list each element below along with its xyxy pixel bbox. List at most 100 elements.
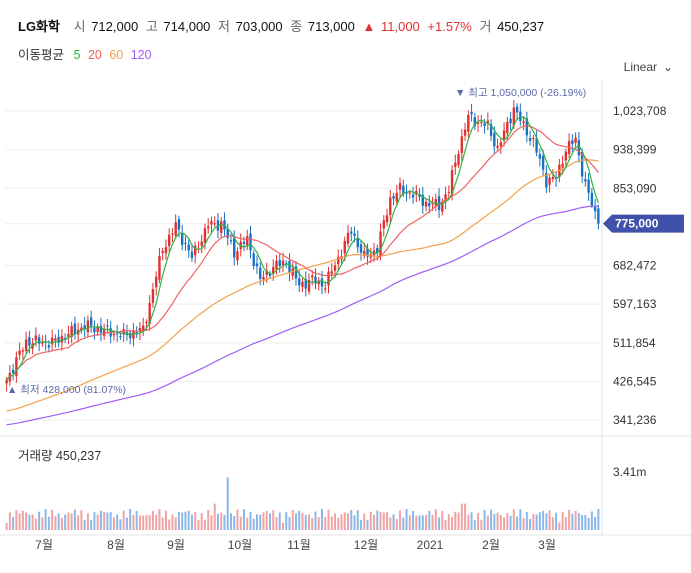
candle xyxy=(281,260,285,265)
time-tick-label: 9월 xyxy=(167,538,185,552)
volume-bar xyxy=(480,519,483,530)
volume-bar xyxy=(418,515,421,530)
volume-bar xyxy=(522,517,525,530)
candle xyxy=(415,190,418,195)
candle xyxy=(220,221,223,233)
price-tick-label: 1,023,708 xyxy=(613,104,667,118)
volume-bar xyxy=(220,512,223,530)
volume-bar xyxy=(532,513,535,530)
scale-dropdown[interactable]: Linear xyxy=(623,60,657,74)
candle xyxy=(89,317,93,326)
candle xyxy=(298,278,301,286)
candle xyxy=(476,122,480,124)
time-tick-label: 10월 xyxy=(228,538,252,552)
candle xyxy=(405,192,408,194)
candle xyxy=(343,240,346,254)
open-label: 시 xyxy=(73,19,86,34)
candle xyxy=(382,220,385,229)
candle xyxy=(515,106,519,113)
candle xyxy=(359,244,363,253)
candle xyxy=(70,325,73,338)
stock-header: LG화학 시 712,000 고 714,000 저 703,000 종 713… xyxy=(18,16,544,35)
candle xyxy=(327,271,330,286)
candle xyxy=(561,163,564,168)
volume-bar xyxy=(337,517,340,530)
candle xyxy=(437,196,441,211)
volume-bar xyxy=(116,514,119,530)
candle xyxy=(294,266,298,279)
volume-bar xyxy=(145,515,148,530)
volume-bar xyxy=(242,509,245,530)
volume-bar xyxy=(210,515,213,530)
volume-bar xyxy=(363,513,366,530)
volume-bar xyxy=(174,517,177,530)
volume-bar xyxy=(415,515,418,530)
volume-bar xyxy=(389,517,392,530)
candle xyxy=(366,248,369,257)
stock-name: LG화학 xyxy=(18,19,60,34)
candle xyxy=(288,261,291,273)
volume-bar xyxy=(70,513,73,530)
candle xyxy=(473,117,477,127)
volume-panel-title: 거래량 450,237 xyxy=(18,449,101,463)
volume-bar xyxy=(529,519,532,530)
volume-bar xyxy=(473,520,476,530)
volume-bar xyxy=(405,509,408,530)
volume-bar xyxy=(132,515,135,530)
volume-bar xyxy=(226,477,229,530)
candle xyxy=(428,202,431,207)
moving-average-legend[interactable]: 이동평균 5 20 60 120 xyxy=(18,44,156,63)
chevron-down-icon[interactable]: ⌄ xyxy=(662,60,673,74)
volume-bar xyxy=(112,517,115,530)
volume-bar xyxy=(425,514,428,530)
low-value: 703,000 xyxy=(235,19,283,34)
volume-bar xyxy=(177,511,180,530)
ma-20-label: 20 xyxy=(87,48,102,62)
volume-bar xyxy=(590,511,593,530)
ma-60-label: 60 xyxy=(109,48,124,62)
volume-bar xyxy=(103,511,106,530)
time-tick-label: 3월 xyxy=(538,538,556,552)
candle xyxy=(506,121,509,134)
candle xyxy=(236,251,239,261)
volume-bar xyxy=(509,515,512,530)
candle xyxy=(158,255,161,280)
candle xyxy=(18,350,21,355)
change-pct: +1.57% xyxy=(427,19,472,34)
candle xyxy=(346,232,350,244)
volume-bar xyxy=(223,514,226,530)
candle xyxy=(190,251,194,258)
volume-bar xyxy=(190,514,193,530)
candle xyxy=(194,245,197,256)
volume-bar xyxy=(278,512,281,530)
volume-bar xyxy=(155,514,158,530)
candle xyxy=(424,201,428,207)
candle xyxy=(324,288,327,290)
candle xyxy=(330,271,333,274)
volume-bar xyxy=(21,510,24,530)
candle xyxy=(184,242,187,244)
volume-bar xyxy=(275,517,278,530)
candle xyxy=(207,226,210,229)
candle xyxy=(86,320,90,333)
candle xyxy=(522,121,525,124)
volume-bar xyxy=(168,519,171,530)
price-tick-label: 938,399 xyxy=(613,143,657,157)
volume-bar xyxy=(464,503,467,530)
candle xyxy=(460,136,464,153)
volume-bar xyxy=(568,509,571,530)
volume-bar xyxy=(207,509,210,530)
candle xyxy=(233,237,236,258)
volume-bar xyxy=(392,514,395,530)
candle xyxy=(538,154,542,159)
candle xyxy=(93,327,96,333)
volume-bar xyxy=(8,512,11,530)
volume-bar xyxy=(249,511,252,530)
candle xyxy=(177,219,181,230)
candle xyxy=(350,231,353,234)
volume-bar xyxy=(477,512,480,530)
candle xyxy=(311,275,314,278)
candle xyxy=(317,280,320,285)
candle xyxy=(301,281,304,287)
